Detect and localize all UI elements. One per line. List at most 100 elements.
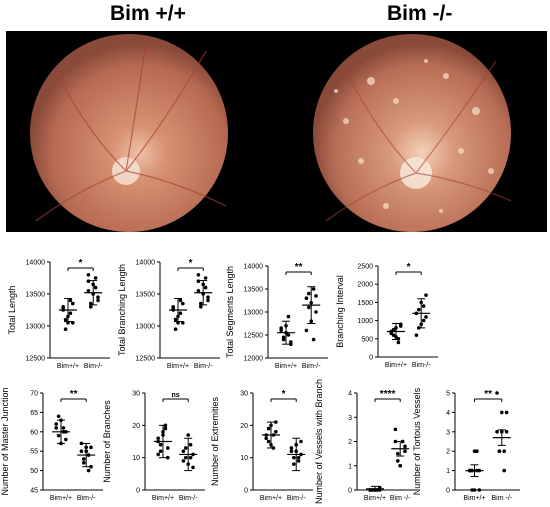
data-point	[68, 298, 73, 303]
data-point	[166, 446, 170, 450]
data-point	[178, 311, 183, 316]
data-point	[311, 287, 316, 291]
data-point	[281, 335, 286, 340]
data-point	[163, 426, 168, 431]
data-point	[274, 430, 278, 434]
data-point	[311, 337, 316, 342]
data-point	[266, 439, 271, 444]
data-point	[403, 444, 407, 449]
y-tick-label: 2	[348, 439, 352, 446]
y-tick-label: 2000	[357, 282, 373, 289]
data-point	[304, 328, 309, 333]
data-point	[158, 449, 163, 454]
y-tick-label: 4	[446, 410, 450, 417]
y-axis-label: Number of Tortous Vessels	[412, 387, 422, 495]
data-point	[158, 442, 163, 447]
data-point	[156, 436, 160, 441]
data-point	[156, 452, 160, 457]
data-point	[472, 449, 477, 454]
data-point	[96, 298, 100, 303]
data-point	[181, 301, 185, 306]
y-tick-label: 13500	[244, 287, 264, 294]
data-point	[56, 414, 61, 419]
data-point	[184, 446, 188, 450]
data-point	[79, 441, 84, 446]
data-point	[495, 391, 499, 395]
y-tick-label: 30	[240, 391, 248, 398]
data-point	[497, 449, 502, 454]
data-point	[299, 439, 303, 444]
x-tick-label: Bim+/+	[50, 495, 72, 502]
y-tick-label: 10	[240, 455, 248, 462]
fundus-image-wildtype	[6, 31, 277, 232]
data-point	[398, 463, 403, 468]
data-point	[393, 427, 398, 432]
x-tick-label: Bim+/+	[275, 363, 297, 370]
data-point	[396, 459, 400, 463]
y-tick-label: 12500	[244, 333, 264, 340]
y-tick-label: 1500	[357, 300, 373, 307]
x-tick-label: Bim-/-	[194, 363, 213, 370]
y-axis-label: Total Segments Length	[225, 266, 235, 358]
data-point	[184, 455, 188, 460]
data-point	[86, 279, 91, 284]
y-tick-label: 60	[30, 429, 38, 436]
data-point	[63, 317, 68, 322]
data-point	[314, 294, 318, 298]
data-point	[421, 318, 426, 323]
y-tick-label: 13000	[136, 324, 156, 331]
data-point	[56, 433, 61, 438]
data-point	[206, 298, 210, 303]
data-point	[181, 459, 186, 463]
y-tick-label: 20	[240, 423, 248, 430]
data-point	[188, 442, 193, 447]
data-point	[393, 439, 398, 444]
data-point	[264, 436, 269, 441]
significance-label: *	[407, 262, 411, 273]
data-point	[289, 340, 293, 344]
y-axis-label: Number of Vessels with Branch	[314, 379, 324, 504]
x-tick-label: Bim-/-	[412, 362, 431, 369]
x-tick-label: Bim+/+	[152, 495, 174, 502]
data-point	[477, 488, 482, 492]
data-point	[292, 462, 296, 466]
data-point	[61, 306, 65, 310]
data-point	[206, 295, 210, 300]
y-tick-label: 0	[136, 488, 140, 495]
significance-label: **	[295, 262, 303, 273]
x-tick-label: Bim+/+	[57, 363, 79, 370]
significance-label: **	[70, 389, 78, 400]
significance-label: *	[189, 258, 193, 269]
data-point	[304, 296, 309, 301]
header-title-wildtype: Bim +/+	[110, 2, 186, 25]
x-tick-label: Bim -/-	[491, 495, 512, 502]
y-tick-label: 1000	[357, 318, 373, 325]
y-tick-label: 14000	[136, 260, 156, 267]
y-tick-label: 2500	[357, 264, 373, 271]
data-point	[171, 306, 175, 310]
data-point	[86, 468, 91, 473]
data-point	[504, 430, 509, 434]
data-point	[82, 457, 86, 461]
data-point	[173, 327, 178, 332]
y-axis-label: Total Length	[7, 285, 17, 334]
data-point	[502, 449, 507, 454]
y-tick-label: 12500	[26, 356, 46, 363]
significance-label: *	[79, 258, 83, 269]
data-point	[166, 455, 170, 460]
significance-label: ns	[172, 392, 180, 399]
y-tick-label: 14000	[244, 264, 264, 271]
data-point	[307, 305, 311, 310]
x-tick-label: Bim-/-	[77, 495, 96, 502]
y-tick-label: 50	[30, 468, 38, 475]
x-tick-label: Bim-/-	[287, 495, 306, 502]
y-tick-label: 13000	[26, 324, 46, 331]
data-point	[79, 449, 84, 454]
y-axis-label: Number of Branches	[102, 400, 112, 483]
y-tick-label: 12000	[244, 356, 264, 363]
y-tick-label: 1	[348, 463, 352, 470]
data-point	[93, 276, 98, 280]
significance-label: **	[484, 389, 492, 400]
data-point	[274, 420, 278, 424]
data-point	[64, 437, 68, 442]
